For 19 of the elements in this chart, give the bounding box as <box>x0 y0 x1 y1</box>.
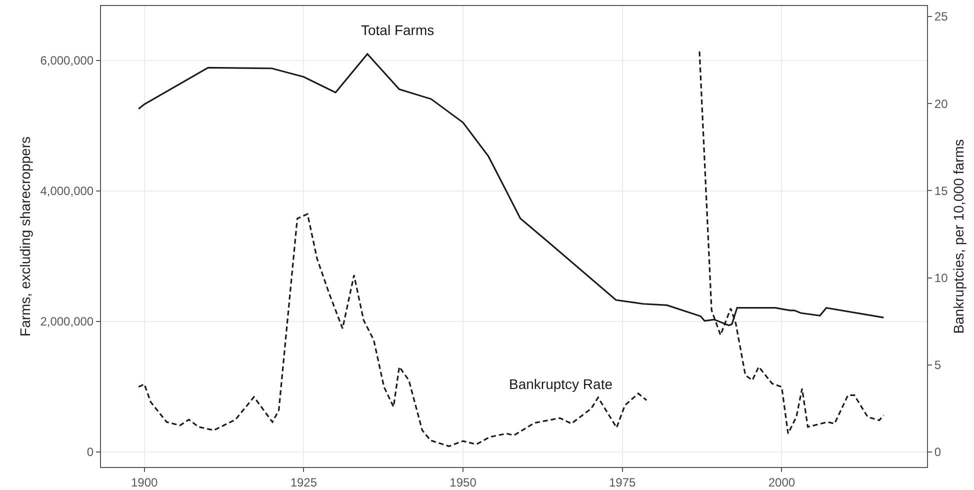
y-axis-title: Farms, excluding sharecroppers <box>16 136 33 336</box>
y2-tick-label: 20 <box>934 96 948 111</box>
y2-tick-label: 25 <box>934 10 948 24</box>
y2-tick-label: 15 <box>934 184 948 198</box>
y-tick-label: 4,000,000 <box>40 184 94 198</box>
y2-tick-label: 0 <box>934 445 942 460</box>
series-label: Total Farms <box>361 22 434 38</box>
x-tick-label: 1950 <box>450 475 477 490</box>
y-tick-label: 2,000,000 <box>40 314 94 329</box>
series-label: Bankruptcy Rate <box>509 376 613 392</box>
x-tick-label: 1925 <box>290 475 318 490</box>
y-tick-label: 0 <box>86 445 94 460</box>
y-tick-label: 6,000,000 <box>40 54 94 68</box>
y2-axis-title: Bankruptcies, per 10,000 farms <box>950 139 966 334</box>
y2-tick-label: 10 <box>934 270 948 285</box>
y2-tick-label: 5 <box>934 358 942 372</box>
x-tick-label: 1900 <box>130 475 158 490</box>
x-tick-label: 1975 <box>609 475 636 490</box>
x-tick-label: 2000 <box>768 475 796 490</box>
